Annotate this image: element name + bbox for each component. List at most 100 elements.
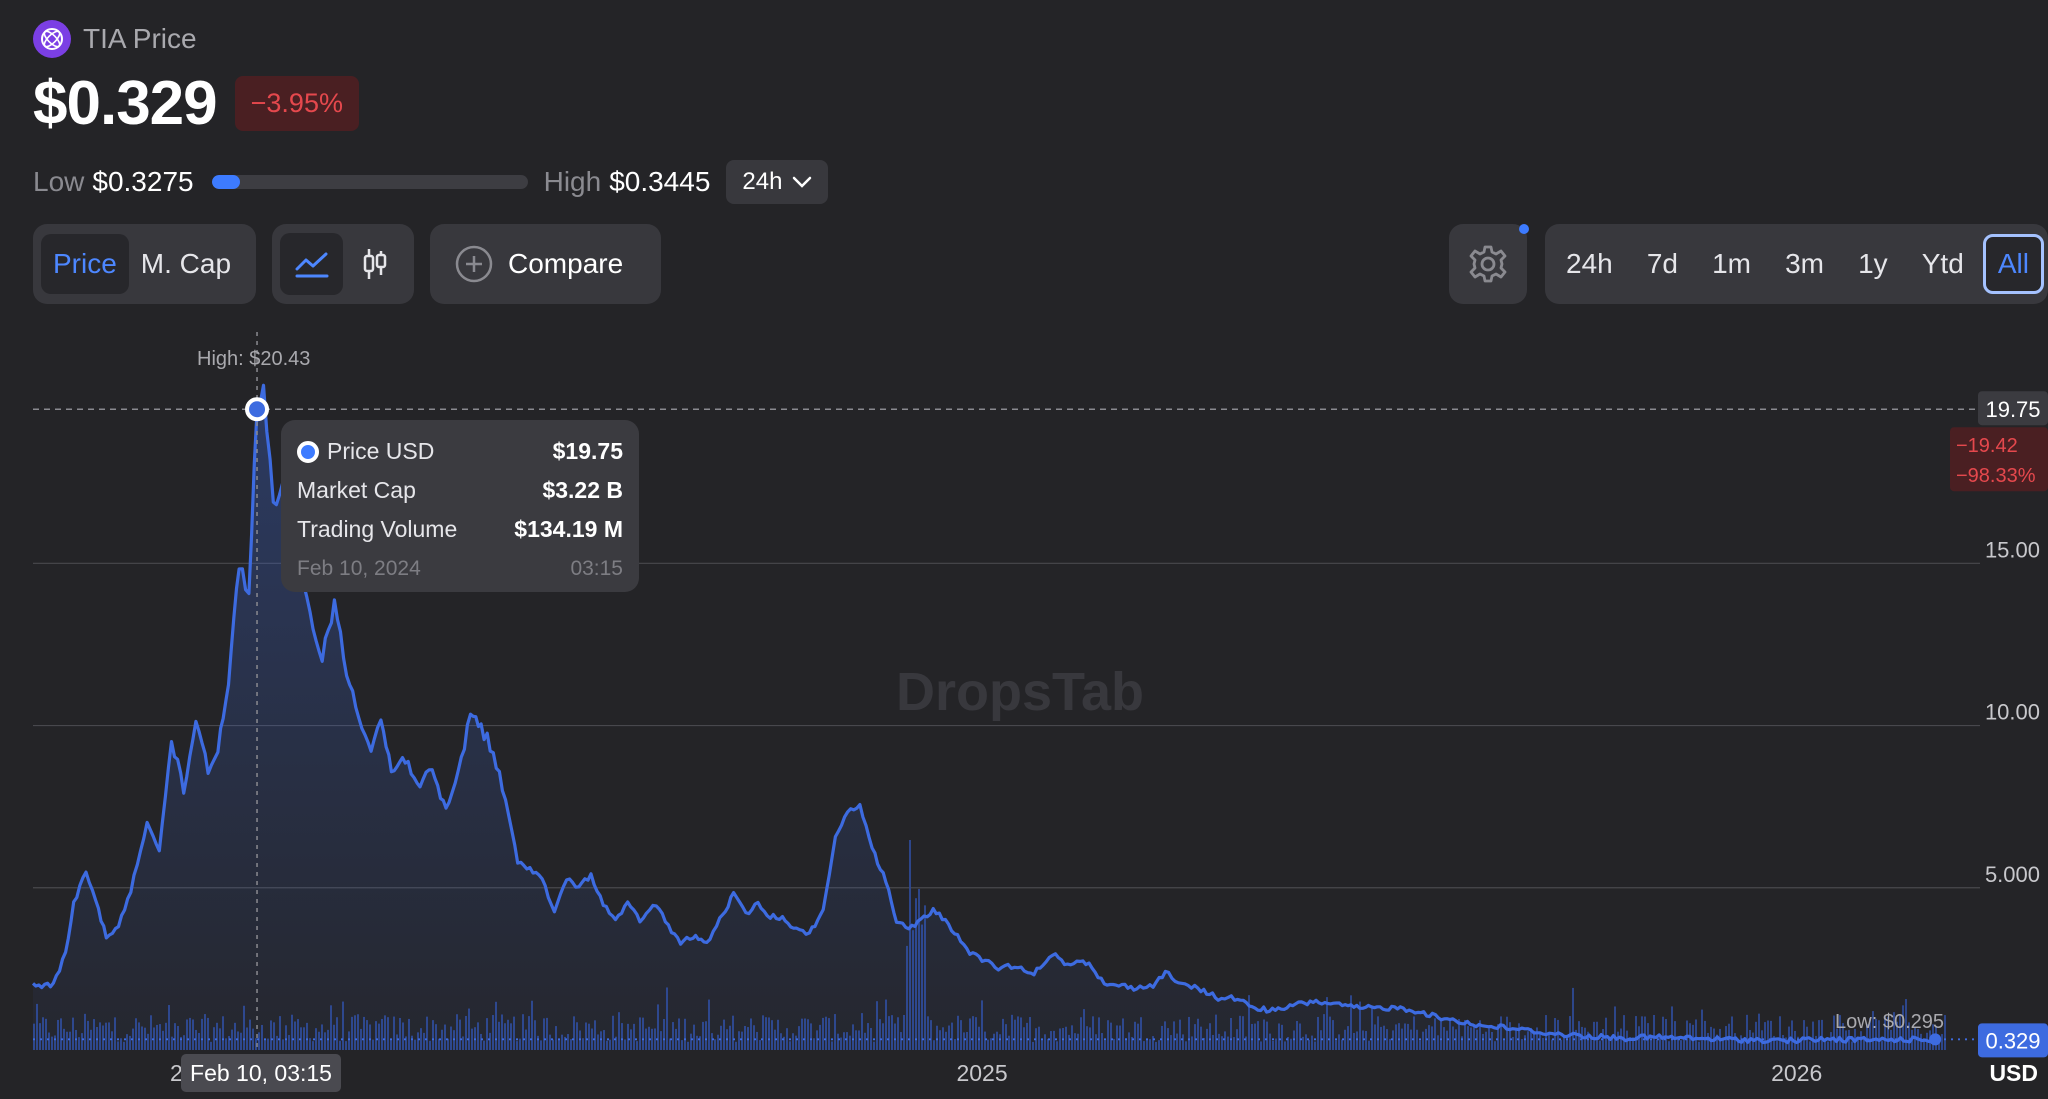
day-range: Low $0.3275 High $0.3445 24h (33, 160, 829, 204)
low-value: $0.3275 (92, 166, 194, 197)
crosshair-y-badge (1978, 391, 2048, 426)
range-1m[interactable]: 1m (1712, 248, 1751, 279)
volume-bar (1614, 1006, 1616, 1050)
volume-bar (1545, 1015, 1547, 1050)
volume-bar (1803, 1020, 1805, 1050)
celestia-logo-icon (33, 20, 71, 58)
crosshair-diff-abs: −19.42 (1956, 435, 2018, 457)
time-range-toggle: 24h 7d 1m 3m 1y Ytd All (1545, 224, 2048, 304)
volume-bar (1821, 1019, 1823, 1050)
tooltip-date: Feb 10, 2024 (297, 556, 421, 580)
tab-market-cap[interactable]: M. Cap (140, 248, 232, 279)
price-change-badge: −3.95% (234, 76, 359, 131)
volume-bar (1908, 1022, 1910, 1050)
chart-settings-button[interactable] (1449, 224, 1529, 304)
gear-icon (1469, 245, 1507, 283)
current-price: $0.329 (33, 69, 218, 138)
tooltip-volume-value: $134.19 M (514, 516, 623, 542)
range-period-value: 24h (742, 168, 783, 195)
volume-bar (1623, 1015, 1625, 1050)
price-row: $0.329 −3.95% (33, 68, 359, 139)
y-tick-label: 10.00 (1985, 700, 2040, 725)
volume-bar (1764, 1022, 1766, 1050)
volume-bar (1866, 1024, 1868, 1050)
crosshair-diff-badge (1950, 427, 2048, 492)
settings-indicator-dot (1519, 224, 1529, 234)
volume-bar (1770, 1020, 1772, 1050)
tooltip-volume-label: Trading Volume (297, 516, 458, 542)
volume-bar (1899, 1014, 1901, 1050)
currency-label: USD (1989, 1060, 2038, 1086)
high-label: High (543, 166, 602, 197)
volume-bar (1779, 1016, 1781, 1050)
range-all[interactable]: All (1982, 234, 2044, 294)
price-chart[interactable]: 15.00 10.00 5.000 DropsTab 0.329 19.75 −19.42 −… (0, 320, 2048, 1099)
x-tick-partial: 2 (170, 1060, 183, 1086)
high-annotation: High: $20.43 (197, 348, 310, 370)
range-1y[interactable]: 1y (1858, 248, 1888, 279)
volume-bar (1695, 1019, 1697, 1050)
tab-price[interactable]: Price (41, 234, 129, 294)
volume-bar (1869, 1018, 1871, 1050)
volume-bar (1746, 1014, 1748, 1050)
current-price-label: 0.329 (1985, 1028, 2040, 1053)
chart-tooltip: Price USD $19.75 Market Cap $3.22 B Trad… (281, 420, 639, 592)
volume-bar (1893, 1012, 1895, 1050)
volume-bar (1644, 1016, 1646, 1050)
volume-bar (1884, 1016, 1886, 1050)
crosshair-y-label: 19.75 (1985, 397, 2040, 422)
high-value: $0.3445 (609, 166, 711, 197)
volume-bar (1593, 1021, 1595, 1050)
range-period-select[interactable]: 24h (726, 160, 829, 204)
crosshair-point (245, 397, 270, 422)
candlestick-icon[interactable] (343, 233, 406, 295)
tooltip-price-label: Price USD (327, 438, 435, 464)
range-7d[interactable]: 7d (1646, 248, 1678, 279)
compare-button[interactable]: Compare (430, 224, 661, 304)
plus-circle-icon (455, 245, 493, 283)
volume-bar (1878, 1020, 1880, 1050)
price-series-dot (297, 440, 319, 463)
volume-bar (1665, 1019, 1667, 1050)
volume-bar (1674, 1021, 1676, 1050)
x-tick-label: 2025 (956, 1060, 1007, 1086)
volume-bar (1944, 1015, 1946, 1050)
volume-bar (1833, 1015, 1835, 1050)
coin-title: TIA Price (83, 23, 197, 54)
volume-bar (1818, 1020, 1820, 1050)
volume-bar (1875, 1018, 1877, 1050)
tooltip-time: 03:15 (570, 556, 623, 580)
volume-bar (1635, 1016, 1637, 1050)
volume-bar (1758, 1013, 1760, 1050)
volume-bar (1902, 1005, 1904, 1050)
range-3m[interactable]: 3m (1785, 248, 1824, 279)
volume-bar (1839, 1015, 1841, 1050)
volume-bar (1887, 1016, 1889, 1050)
volume-bar (1572, 987, 1574, 1050)
volume-bar (1596, 1021, 1598, 1050)
volume-bar (1569, 1016, 1571, 1050)
chart-type-toggle (272, 224, 414, 304)
range-24h[interactable]: 24h (1566, 248, 1613, 279)
price-area-fill (33, 385, 1936, 1050)
volume-bar (1605, 1017, 1607, 1050)
tooltip-date-row: Feb 10, 2024 03:15 (297, 549, 623, 588)
volume-bar (1938, 1039, 1940, 1050)
y-tick-label: 5.000 (1985, 862, 2040, 887)
tooltip-price-row: Price USD $19.75 (297, 432, 623, 471)
crosshair-diff-pct: −98.33% (1956, 465, 2036, 487)
volume-bar (1731, 1016, 1733, 1050)
line-chart-icon[interactable] (280, 233, 343, 295)
range-bar (211, 175, 528, 189)
coin-header: TIA Price (33, 20, 197, 58)
volume-bar (1671, 1006, 1673, 1050)
range-bar-fill (211, 175, 241, 189)
volume-bar (1662, 1016, 1664, 1050)
volume-bar (1812, 1021, 1814, 1050)
volume-bar (1791, 1020, 1793, 1050)
volume-bar (1842, 1023, 1844, 1050)
volume-bar (1701, 1009, 1703, 1050)
volume-bar (1905, 999, 1907, 1050)
range-ytd[interactable]: Ytd (1921, 248, 1964, 279)
